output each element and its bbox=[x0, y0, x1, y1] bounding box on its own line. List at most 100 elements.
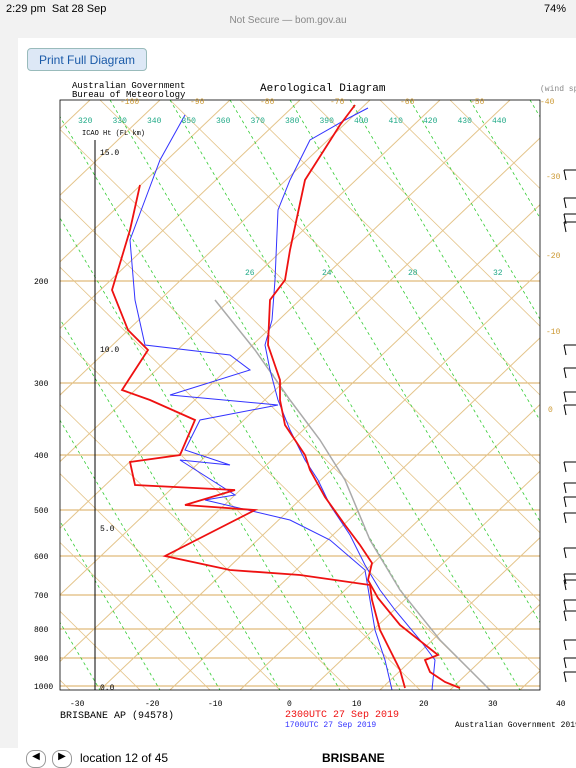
label: -10 bbox=[546, 328, 561, 337]
label: 10.0 bbox=[100, 346, 119, 355]
dry-adiabat bbox=[169, 100, 540, 465]
label: 800 bbox=[34, 626, 49, 635]
dry-adiabat bbox=[60, 266, 491, 690]
label: 340 bbox=[147, 117, 162, 126]
status-time: 2:29 pm Sat 28 Sep bbox=[6, 3, 106, 15]
moist-adiabat bbox=[18, 100, 40, 690]
copyright: Australian Government 2019, bbox=[455, 721, 576, 730]
dry-adiabat bbox=[449, 100, 540, 190]
wind-barb bbox=[563, 547, 567, 559]
label: -30 bbox=[546, 173, 561, 182]
nav-bar: ◀ ▶ location 12 of 45 BRISBANE bbox=[0, 748, 576, 768]
moist-adiabat bbox=[60, 419, 221, 690]
isotherm bbox=[60, 100, 91, 130]
agency: Australian Government bbox=[72, 81, 185, 91]
battery: 74% bbox=[543, 3, 566, 15]
label: 5.0 bbox=[100, 525, 115, 534]
moist-adiabat bbox=[229, 100, 540, 624]
moist-adiabat bbox=[60, 116, 401, 690]
next-button[interactable]: ▶ bbox=[52, 750, 72, 768]
label: 300 bbox=[34, 380, 49, 389]
time-main: 2300UTC 27 Sep 2019 bbox=[285, 710, 399, 721]
moist-adiabat bbox=[529, 100, 540, 118]
isotherm bbox=[60, 203, 540, 663]
label: 10 bbox=[352, 700, 362, 709]
label: -30 bbox=[70, 700, 85, 709]
web-page bbox=[18, 38, 576, 768]
label: -20 bbox=[546, 252, 561, 261]
isotherm bbox=[379, 537, 540, 690]
label: 390 bbox=[320, 117, 335, 126]
wind-barb bbox=[563, 512, 567, 524]
label: 400 bbox=[354, 117, 369, 126]
label: 26 bbox=[245, 269, 255, 278]
wind-barb bbox=[563, 169, 567, 181]
isotherm bbox=[60, 100, 441, 463]
isotherm bbox=[60, 100, 371, 396]
label: 430 bbox=[458, 117, 473, 126]
isotherm bbox=[60, 100, 511, 529]
label: 600 bbox=[34, 553, 49, 562]
label: 370 bbox=[251, 117, 266, 126]
label: 320 bbox=[78, 117, 93, 126]
dry-adiabat bbox=[239, 100, 540, 396]
height-label: ICAO Ht (FL km) bbox=[82, 130, 145, 138]
label: 30 bbox=[488, 700, 498, 709]
wind-barb bbox=[563, 197, 567, 209]
label: -50 bbox=[470, 98, 485, 107]
dry-adiabat bbox=[379, 100, 540, 258]
dry-adiabat bbox=[60, 679, 71, 690]
label: -10 bbox=[208, 700, 223, 709]
isotherm bbox=[169, 337, 540, 690]
label: 350 bbox=[182, 117, 197, 126]
wind-barb bbox=[563, 404, 567, 416]
moist-adiabat bbox=[109, 100, 461, 690]
isotherm bbox=[449, 603, 540, 690]
label: 500 bbox=[34, 507, 49, 516]
wind-barb bbox=[563, 671, 567, 683]
address-bar[interactable]: Not Secure — bom.gov.au bbox=[229, 15, 347, 26]
isotherm bbox=[18, 100, 20, 690]
moist-adiabat bbox=[409, 100, 540, 320]
place: BRISBANE bbox=[322, 751, 385, 765]
wind-barb bbox=[563, 344, 567, 356]
moist-adiabat bbox=[469, 100, 540, 219]
wind-barb bbox=[563, 221, 567, 233]
aerological-diagram: Australian Government Bureau of Meteorol… bbox=[18, 81, 576, 730]
label: -90 bbox=[190, 98, 205, 107]
wind-barb bbox=[563, 573, 567, 585]
label: 200 bbox=[34, 278, 49, 287]
wind-barb bbox=[563, 639, 567, 651]
wind-barb bbox=[563, 367, 567, 379]
label: 700 bbox=[34, 592, 49, 601]
isotherm bbox=[60, 137, 540, 596]
label: 420 bbox=[423, 117, 438, 126]
print-button[interactable]: Print Full Diagram bbox=[27, 48, 147, 71]
station: BRISBANE AP (94578) bbox=[60, 710, 174, 722]
dry-adiabat bbox=[60, 404, 351, 690]
agency: Bureau of Meteorology bbox=[72, 90, 186, 100]
moist-adiabat bbox=[60, 520, 161, 690]
time: 2:29 pm bbox=[6, 3, 46, 15]
date: Sat 28 Sep bbox=[51, 3, 107, 15]
prev-button[interactable]: ◀ bbox=[26, 750, 46, 768]
moist-adiabat bbox=[169, 100, 521, 690]
isotherm bbox=[99, 270, 540, 690]
wind-barb bbox=[563, 610, 567, 622]
label: 0 bbox=[287, 700, 292, 709]
frame bbox=[59, 99, 541, 691]
wind-barb bbox=[563, 461, 567, 473]
label: -60 bbox=[400, 98, 415, 107]
label: 380 bbox=[285, 117, 300, 126]
isotherm bbox=[60, 100, 231, 263]
label: -40 bbox=[540, 98, 555, 107]
location-counter: location 12 of 45 bbox=[80, 751, 169, 765]
label: 0.0 bbox=[100, 684, 115, 693]
label: -20 bbox=[145, 700, 160, 709]
label: -80 bbox=[260, 98, 275, 107]
wind-barb bbox=[563, 391, 567, 403]
wind-barb bbox=[563, 579, 567, 591]
label: 410 bbox=[389, 117, 404, 126]
isotherm bbox=[60, 100, 301, 330]
